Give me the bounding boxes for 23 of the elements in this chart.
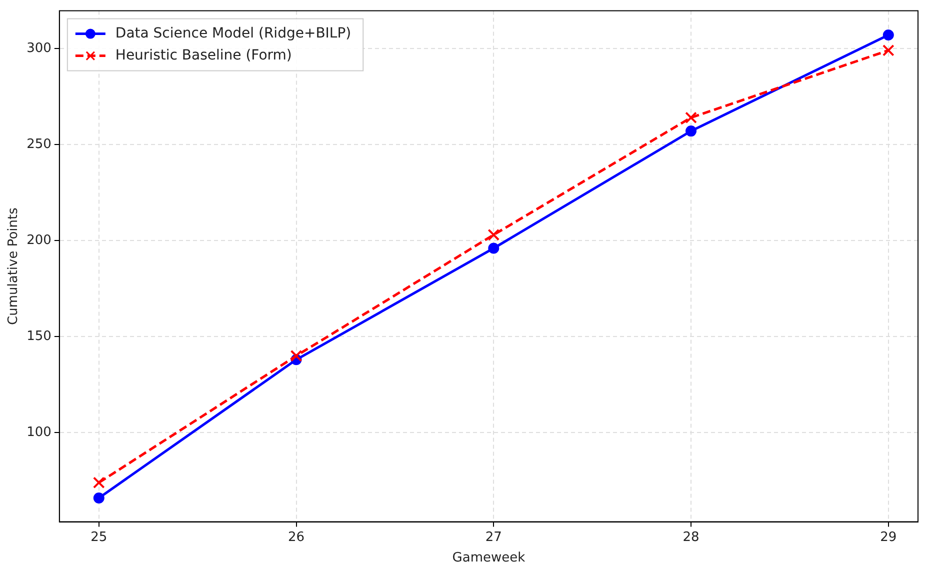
y-tick-label: 100: [26, 425, 52, 440]
x-tick-label: 28: [682, 530, 700, 545]
y-tick-label: 200: [26, 232, 52, 248]
y-tick-label: 150: [26, 328, 52, 344]
point: [686, 126, 697, 137]
point: [92, 476, 105, 489]
point: [685, 112, 697, 124]
y-tick-label: 250: [26, 136, 52, 152]
y-tick-label: 300: [26, 40, 52, 56]
point: [882, 30, 894, 41]
x-tick-label: 29: [880, 530, 897, 545]
legend-label: Data Science Model (Ridge+BILP): [115, 25, 352, 42]
x-tick-label: 25: [90, 530, 108, 545]
legend-label: Heuristic Baseline (Form): [115, 47, 292, 64]
point: [93, 492, 104, 504]
x-tick-label: 27: [485, 530, 502, 545]
x-axis-title: Gameweek: [452, 550, 526, 566]
point: [882, 44, 894, 56]
point: [488, 242, 500, 254]
point: [488, 228, 500, 241]
x-tick-label: 26: [288, 530, 305, 545]
point: [290, 350, 302, 362]
y-axis-title: Cumulative Points: [6, 207, 22, 325]
